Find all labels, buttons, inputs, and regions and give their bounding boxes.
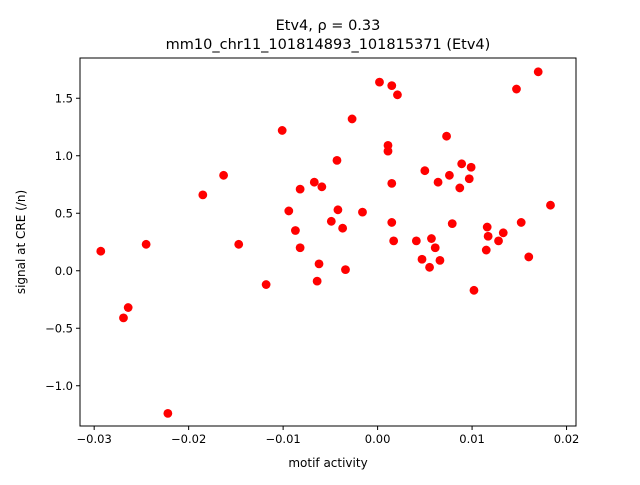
scatter-point bbox=[420, 166, 430, 176]
scatter-point bbox=[389, 236, 399, 246]
scatter-point bbox=[457, 159, 467, 169]
scatter-point bbox=[387, 81, 397, 90]
y-axis-label: signal at CRE (/n) bbox=[14, 190, 28, 294]
scatter-point bbox=[358, 207, 367, 217]
x-tick-label: 0.00 bbox=[365, 432, 391, 446]
scatter-point bbox=[261, 280, 271, 289]
scatter-point bbox=[494, 236, 503, 246]
scatter-point bbox=[425, 262, 434, 272]
x-tick-label: −0.02 bbox=[171, 432, 206, 446]
scatter-point bbox=[119, 313, 128, 323]
scatter-point bbox=[442, 131, 451, 141]
scatter-point bbox=[524, 252, 534, 262]
scatter-point bbox=[123, 303, 133, 312]
scatter-point bbox=[295, 243, 305, 253]
scatter-point bbox=[163, 408, 173, 418]
scatter-point bbox=[481, 245, 491, 255]
scatter-point bbox=[447, 219, 457, 229]
scatter-point bbox=[333, 205, 343, 215]
x-tick-label: 0.02 bbox=[554, 432, 580, 446]
scatter-point bbox=[347, 114, 357, 124]
y-tick-label: 0.5 bbox=[55, 206, 73, 220]
scatter-point bbox=[309, 177, 319, 187]
x-tick-label: −0.01 bbox=[265, 432, 300, 446]
scatter-point bbox=[393, 90, 402, 100]
x-axis-ticks: −0.03 −0.02 −0.01 0.00 0.01 0.02 bbox=[77, 426, 580, 446]
scatter-point bbox=[338, 223, 348, 233]
scatter-point bbox=[483, 231, 493, 241]
scatter-point bbox=[433, 177, 443, 187]
scatter-point bbox=[96, 246, 106, 256]
scatter-point bbox=[512, 84, 521, 94]
y-tick-label: 0.0 bbox=[55, 264, 73, 278]
scatter-point bbox=[326, 216, 336, 226]
scatter-point bbox=[469, 285, 479, 295]
scatter-point bbox=[317, 182, 327, 192]
y-tick-label: 1.0 bbox=[55, 149, 73, 163]
scatter-point bbox=[482, 222, 492, 232]
scatter-point bbox=[430, 243, 440, 253]
scatter-point bbox=[417, 254, 427, 264]
x-axis-label: motif activity bbox=[288, 456, 367, 470]
scatter-point bbox=[291, 226, 300, 235]
x-tick-label: −0.03 bbox=[77, 432, 112, 446]
chart-title-line2: mm10_chr11_101814893_101815371 (Etv4) bbox=[166, 37, 491, 53]
scatter-point bbox=[219, 170, 229, 180]
scatter-point bbox=[284, 206, 294, 216]
scatter-point bbox=[427, 234, 436, 243]
y-axis-ticks: −1.0 −0.5 0.0 0.5 1.0 1.5 bbox=[45, 91, 80, 393]
scatter-point bbox=[375, 77, 384, 87]
scatter-point bbox=[387, 178, 397, 188]
scatter-point bbox=[466, 162, 476, 172]
scatter-point bbox=[295, 184, 305, 194]
scatter-point bbox=[516, 218, 526, 227]
scatter-point bbox=[533, 67, 543, 77]
scatter-point bbox=[198, 190, 208, 200]
scatter-point bbox=[234, 239, 244, 249]
scatter-point bbox=[277, 126, 287, 135]
scatter-point bbox=[498, 228, 508, 238]
scatter-point bbox=[141, 239, 151, 249]
y-tick-label: 1.5 bbox=[55, 91, 73, 105]
scatter-point bbox=[387, 218, 397, 227]
scatter-point bbox=[341, 265, 350, 274]
scatter-point bbox=[383, 146, 393, 156]
data-points bbox=[96, 67, 555, 418]
y-tick-label: −0.5 bbox=[45, 321, 73, 335]
scatter-point bbox=[546, 200, 555, 210]
scatter-point bbox=[435, 256, 445, 265]
x-tick-label: 0.01 bbox=[459, 432, 485, 446]
y-tick-label: −1.0 bbox=[45, 379, 73, 393]
scatter-point bbox=[314, 259, 324, 269]
scatter-point bbox=[455, 183, 465, 193]
chart-title-line1: Etv4, ρ = 0.33 bbox=[276, 18, 381, 34]
scatter-point bbox=[464, 174, 474, 184]
scatter-point bbox=[411, 236, 421, 246]
scatter-point bbox=[445, 170, 454, 180]
scatter-point bbox=[332, 155, 342, 165]
scatter-point bbox=[312, 276, 322, 286]
plot-frame bbox=[79, 57, 577, 427]
